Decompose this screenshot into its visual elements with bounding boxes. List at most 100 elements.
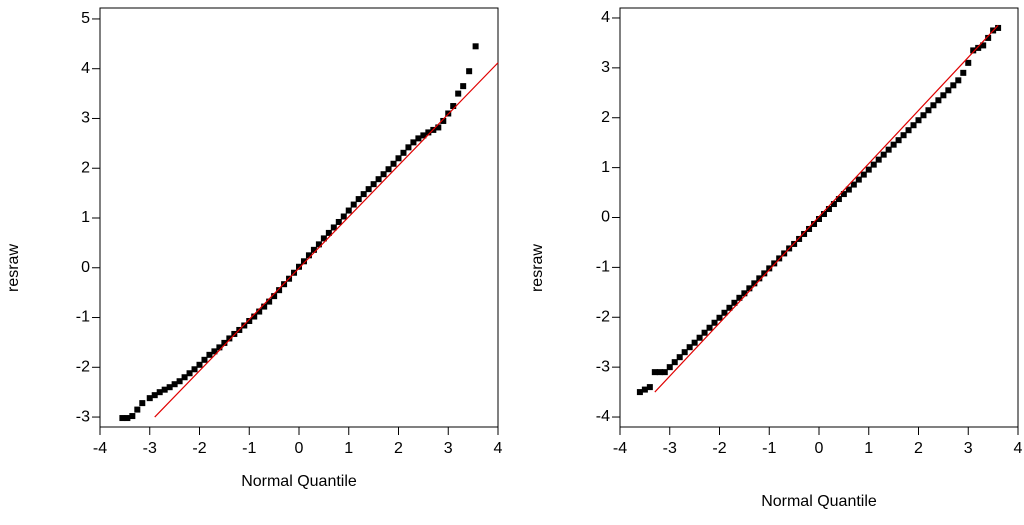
- y-axis-label: resraw: [5, 244, 22, 292]
- point: [905, 127, 912, 134]
- point: [736, 294, 743, 301]
- point: [146, 395, 153, 402]
- point: [119, 415, 126, 422]
- y-tick-label: -2: [76, 359, 90, 376]
- x-tick-label: 3: [964, 440, 973, 457]
- x-tick-label: -1: [762, 440, 776, 457]
- point: [666, 364, 673, 371]
- point: [330, 224, 337, 231]
- point: [460, 83, 467, 90]
- point: [271, 293, 278, 300]
- point: [726, 304, 733, 311]
- point: [880, 151, 887, 158]
- y-tick-label: 0: [81, 259, 90, 276]
- point: [796, 235, 803, 242]
- x-tick-label: 2: [394, 440, 403, 457]
- y-tick-label: 3: [81, 110, 90, 127]
- point: [315, 241, 322, 248]
- point: [310, 246, 317, 253]
- point: [425, 129, 432, 136]
- point: [365, 186, 372, 193]
- x-tick-label: 0: [815, 440, 824, 457]
- y-tick-label: 0: [601, 209, 610, 226]
- point: [124, 415, 131, 422]
- point: [950, 82, 957, 89]
- point: [641, 386, 648, 393]
- y-tick-label: 2: [81, 159, 90, 176]
- reference-line: [654, 25, 999, 393]
- point: [651, 369, 658, 376]
- point: [731, 299, 738, 306]
- point: [166, 384, 173, 391]
- point: [801, 230, 808, 237]
- point: [900, 132, 907, 139]
- point: [156, 389, 163, 396]
- point: [296, 263, 302, 270]
- x-tick-label: 0: [295, 440, 304, 457]
- point: [656, 369, 663, 376]
- x-tick-label: 1: [344, 440, 353, 457]
- y-tick-label: -4: [596, 408, 610, 425]
- point: [139, 400, 146, 407]
- point: [211, 348, 218, 355]
- x-axis-label: Normal Quantile: [241, 473, 357, 490]
- x-tick-label: -2: [712, 440, 726, 457]
- point: [875, 156, 882, 163]
- point: [706, 324, 713, 331]
- point: [840, 191, 847, 198]
- point: [325, 229, 332, 236]
- point: [410, 139, 417, 146]
- point: [420, 132, 427, 139]
- point: [216, 344, 223, 351]
- y-tick-label: 1: [601, 159, 610, 176]
- point: [256, 308, 263, 315]
- point: [191, 366, 198, 373]
- point: [751, 280, 758, 287]
- point: [405, 144, 412, 151]
- point: [975, 44, 982, 51]
- point: [231, 330, 238, 337]
- point: [681, 349, 688, 356]
- point: [472, 43, 479, 50]
- point: [830, 201, 837, 208]
- point: [910, 122, 917, 129]
- point: [355, 196, 362, 203]
- y-tick-label: -3: [76, 408, 90, 425]
- point: [756, 275, 763, 282]
- y-tick-label: -3: [596, 358, 610, 375]
- point: [696, 334, 703, 341]
- x-tick-label: -1: [242, 440, 256, 457]
- point: [701, 329, 708, 336]
- x-tick-label: -3: [663, 440, 677, 457]
- point: [985, 34, 992, 41]
- point: [676, 354, 683, 361]
- point: [636, 389, 643, 396]
- point: [375, 176, 382, 183]
- point: [400, 149, 407, 156]
- point: [895, 137, 902, 144]
- reference-line: [154, 62, 499, 418]
- x-tick-label: -4: [613, 440, 627, 457]
- point: [206, 351, 213, 358]
- point: [186, 370, 193, 377]
- x-axis-label: Normal Quantile: [761, 493, 877, 510]
- y-tick-label: 4: [81, 60, 90, 77]
- point: [380, 171, 387, 178]
- x-tick-label: 1: [864, 440, 873, 457]
- point: [925, 107, 932, 114]
- y-tick-label: 2: [601, 109, 610, 126]
- point: [820, 211, 827, 218]
- point: [965, 59, 972, 66]
- point: [370, 181, 377, 188]
- point: [825, 206, 832, 213]
- point: [450, 103, 457, 110]
- point: [980, 42, 987, 49]
- point: [196, 361, 203, 368]
- point: [811, 220, 818, 227]
- point: [221, 339, 228, 346]
- point: [261, 303, 268, 310]
- point: [201, 356, 208, 363]
- point: [276, 287, 283, 294]
- point: [860, 171, 867, 178]
- point: [890, 141, 897, 148]
